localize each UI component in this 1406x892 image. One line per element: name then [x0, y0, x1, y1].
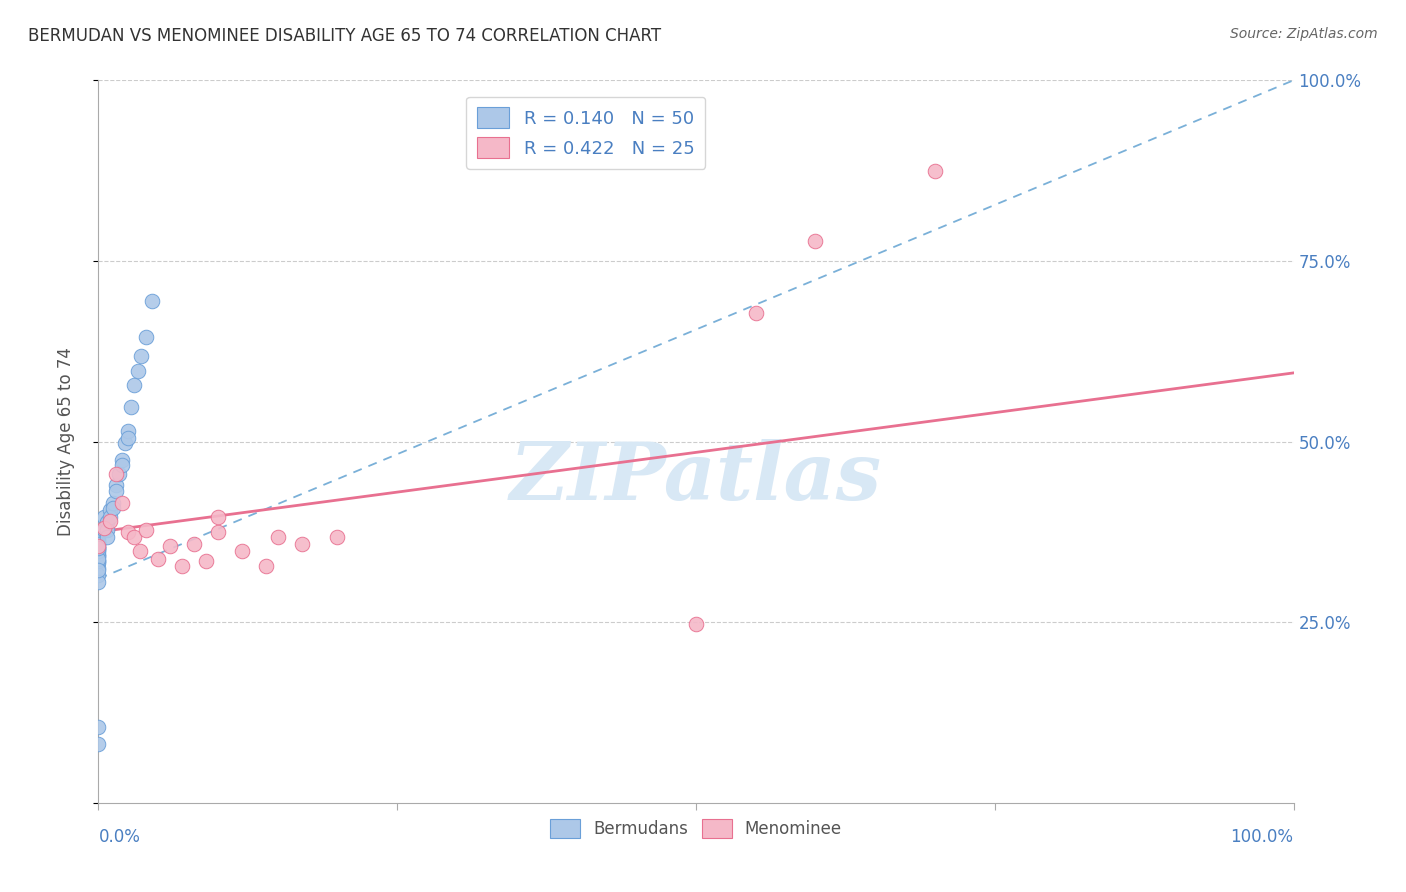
Point [326, 530, 349, 544]
Point [745, 306, 768, 320]
Point [87, 556, 110, 570]
Point [207, 524, 229, 539]
Text: 100.0%: 100.0% [1230, 828, 1294, 846]
Point [124, 378, 146, 392]
Point [98, 510, 122, 524]
Point [127, 364, 149, 378]
Point [117, 431, 139, 445]
Point [87, 544, 110, 558]
Point [685, 616, 707, 631]
Point [87, 549, 110, 563]
Point [231, 544, 253, 558]
Point [87, 535, 110, 549]
Point [291, 537, 314, 551]
Point [804, 234, 827, 248]
Point [101, 501, 124, 516]
Point [114, 436, 136, 450]
Point [87, 537, 110, 551]
Point [111, 458, 134, 472]
Point [117, 524, 139, 539]
Point [111, 496, 134, 510]
Point [87, 539, 110, 553]
Point [87, 535, 110, 549]
Point [87, 534, 110, 549]
Point [93, 521, 115, 535]
Y-axis label: Disability Age 65 to 74: Disability Age 65 to 74 [56, 347, 75, 536]
Point [87, 532, 110, 546]
Point [93, 523, 115, 537]
Point [87, 554, 110, 568]
Point [87, 541, 110, 556]
Point [267, 530, 290, 544]
Point [129, 544, 152, 558]
Point [131, 349, 153, 363]
Point [87, 561, 110, 575]
Point [105, 478, 128, 492]
Point [148, 551, 170, 566]
Point [135, 330, 157, 344]
Point [207, 510, 229, 524]
Point [87, 551, 110, 566]
Point [87, 541, 110, 556]
Point [87, 524, 110, 539]
Point [87, 539, 110, 553]
Point [87, 568, 110, 582]
Point [96, 516, 118, 530]
Point [96, 523, 118, 537]
Text: ZIPatlas: ZIPatlas [510, 439, 882, 516]
Legend: Bermudans, Menominee: Bermudans, Menominee [543, 813, 849, 845]
Point [87, 563, 110, 577]
Point [87, 528, 110, 542]
Point [87, 575, 110, 590]
Point [159, 539, 181, 553]
Point [101, 496, 124, 510]
Point [117, 424, 139, 438]
Point [87, 528, 110, 542]
Point [105, 483, 128, 498]
Text: Source: ZipAtlas.com: Source: ZipAtlas.com [1230, 27, 1378, 41]
Point [87, 547, 110, 561]
Point [172, 558, 194, 573]
Point [111, 452, 134, 467]
Point [98, 514, 122, 528]
Point [87, 549, 110, 563]
Point [183, 537, 205, 551]
Point [87, 554, 110, 568]
Text: 0.0%: 0.0% [98, 828, 141, 846]
Point [254, 558, 277, 573]
Point [96, 530, 118, 544]
Point [98, 503, 122, 517]
Point [924, 163, 946, 178]
Point [87, 720, 110, 734]
Point [124, 530, 146, 544]
Point [105, 467, 128, 481]
Text: BERMUDAN VS MENOMINEE DISABILITY AGE 65 TO 74 CORRELATION CHART: BERMUDAN VS MENOMINEE DISABILITY AGE 65 … [28, 27, 661, 45]
Point [107, 467, 129, 481]
Point [195, 554, 218, 568]
Point [93, 510, 115, 524]
Point [87, 737, 110, 751]
Point [141, 293, 163, 308]
Point [120, 400, 142, 414]
Point [87, 542, 110, 557]
Point [87, 541, 110, 556]
Point [135, 523, 157, 537]
